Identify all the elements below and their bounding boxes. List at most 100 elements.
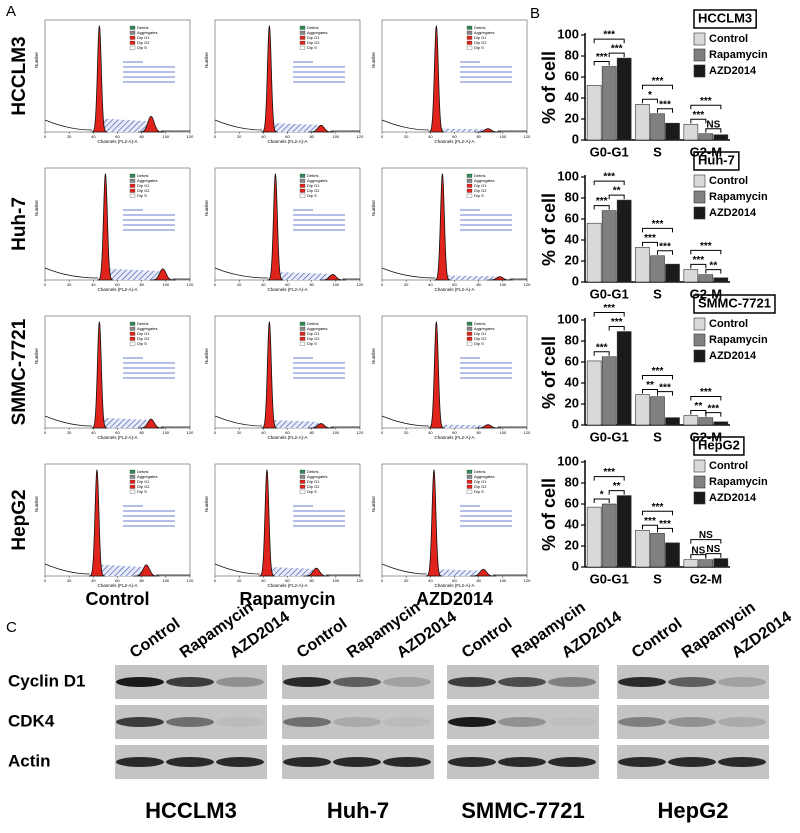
g2-peak bbox=[133, 564, 160, 577]
flow-histogram: 0 20 40 60 80 100 120 Channels (FL2-A)-A Number D… bbox=[371, 315, 531, 440]
x-tick-label: 80 bbox=[309, 430, 314, 435]
x-tick-label: 100 bbox=[332, 282, 339, 287]
significance-label: *** bbox=[700, 241, 712, 252]
blot-band bbox=[283, 757, 331, 767]
x-tick-label: 60 bbox=[452, 430, 457, 435]
g1-peak bbox=[428, 321, 445, 429]
legend-swatch bbox=[466, 331, 473, 336]
bar bbox=[683, 269, 699, 283]
x-tick-label: 40 bbox=[91, 282, 96, 287]
legend-swatch bbox=[693, 206, 706, 220]
g1-peak bbox=[428, 25, 445, 133]
significance-bracket bbox=[593, 205, 610, 210]
flow-histogram: 0 20 40 60 80 100 120 Channels (FL2-A)-A Number D… bbox=[371, 19, 531, 144]
significance-bracket bbox=[690, 249, 722, 255]
bar bbox=[635, 394, 650, 426]
legend-swatch bbox=[299, 341, 306, 346]
significance-label: *** bbox=[692, 110, 704, 121]
x-axis-label: Channels (FL2-A)-A bbox=[434, 435, 474, 440]
significance-bracket bbox=[608, 490, 625, 495]
s-phase-area bbox=[96, 564, 147, 576]
significance-label: *** bbox=[644, 516, 656, 527]
significance-label: *** bbox=[659, 99, 671, 110]
x-tick-label: 100 bbox=[499, 282, 506, 287]
legend-label: Rapamycin bbox=[709, 334, 768, 346]
g2-peak bbox=[486, 276, 513, 281]
significance-bracket bbox=[593, 312, 625, 317]
legend-swatch bbox=[299, 25, 306, 30]
legend-swatch bbox=[299, 321, 306, 326]
legend-label: Dip G1 bbox=[137, 35, 150, 40]
significance-bracket bbox=[705, 128, 722, 133]
legend-swatch bbox=[466, 341, 473, 346]
bar bbox=[601, 66, 617, 141]
y-axis-label: Number bbox=[34, 52, 39, 69]
blot-band bbox=[116, 677, 164, 687]
significance-bracket bbox=[642, 227, 673, 233]
row-label: Huh-7 bbox=[9, 197, 30, 251]
g2-peak bbox=[138, 418, 164, 429]
x-tick-label: 120 bbox=[524, 282, 531, 287]
x-tick-label: 120 bbox=[357, 282, 364, 287]
y-axis-label: Number bbox=[371, 496, 376, 513]
g2-peak bbox=[303, 567, 330, 577]
protein-label: Cyclin D1 bbox=[8, 671, 85, 690]
x-tick-label: 120 bbox=[524, 578, 531, 583]
significance-bracket bbox=[593, 61, 610, 66]
bar bbox=[665, 542, 680, 568]
legend-label: Rapamycin bbox=[709, 191, 768, 203]
bar bbox=[650, 113, 665, 141]
plot-frame bbox=[381, 19, 528, 133]
bar bbox=[586, 222, 602, 283]
bar bbox=[665, 417, 680, 426]
legend-swatch bbox=[129, 474, 136, 479]
blot-strip bbox=[282, 705, 434, 739]
x-tick-label: 40 bbox=[91, 134, 96, 139]
x-tick-label: 120 bbox=[524, 430, 531, 435]
bar bbox=[713, 558, 729, 568]
flow-histogram: 0 20 40 60 80 100 120 Channels (FL2-A)-A Number D… bbox=[204, 463, 364, 588]
x-tick-label: 20 bbox=[67, 134, 72, 139]
plot-frame bbox=[214, 167, 361, 281]
x-tick-label: 0 bbox=[381, 578, 384, 583]
x-tick-label: 0 bbox=[44, 430, 47, 435]
x-tick-label: 60 bbox=[285, 578, 290, 583]
x-tick-label: 20 bbox=[404, 578, 409, 583]
legend-swatch bbox=[466, 489, 473, 494]
legend-label: Aggregates bbox=[137, 178, 157, 183]
blot-band bbox=[548, 757, 596, 767]
significance-label: NS bbox=[706, 119, 720, 130]
legend-swatch bbox=[299, 183, 306, 188]
legend-label: Dip S bbox=[307, 489, 317, 494]
legend-label: Debris bbox=[474, 321, 486, 326]
x-tick-label: 60 bbox=[452, 282, 457, 287]
blot-band bbox=[216, 677, 264, 687]
flow-histogram: 0 20 40 60 80 100 120 Channels (FL2-A)-A Number D… bbox=[204, 315, 364, 440]
legend-swatch bbox=[466, 479, 473, 484]
x-tick-label: 100 bbox=[332, 430, 339, 435]
bar bbox=[586, 85, 602, 141]
x-tick-label: 100 bbox=[162, 134, 169, 139]
significance-bracket bbox=[657, 391, 673, 396]
significance-bracket bbox=[642, 510, 673, 516]
legend-swatch bbox=[299, 489, 306, 494]
blot-band bbox=[166, 677, 214, 687]
legend-label: Dip G1 bbox=[307, 35, 320, 40]
x-tick-label: 20 bbox=[237, 282, 242, 287]
legend-swatch bbox=[693, 64, 706, 78]
legend-label: Dip G1 bbox=[137, 183, 150, 188]
bar bbox=[698, 274, 714, 283]
title-box bbox=[693, 294, 776, 314]
x-tick-label: 0 bbox=[44, 578, 47, 583]
x-tick-label: 60 bbox=[115, 134, 120, 139]
legend-label: Dip G2 bbox=[474, 336, 487, 341]
blot-band bbox=[166, 717, 214, 727]
legend-label: Debris bbox=[307, 173, 319, 178]
legend-swatch bbox=[466, 484, 473, 489]
significance-bracket bbox=[690, 263, 707, 269]
x-tick-label: 80 bbox=[309, 134, 314, 139]
blot-band bbox=[333, 757, 381, 767]
y-tick-label: 0 bbox=[572, 558, 579, 573]
legend-swatch bbox=[129, 35, 136, 40]
